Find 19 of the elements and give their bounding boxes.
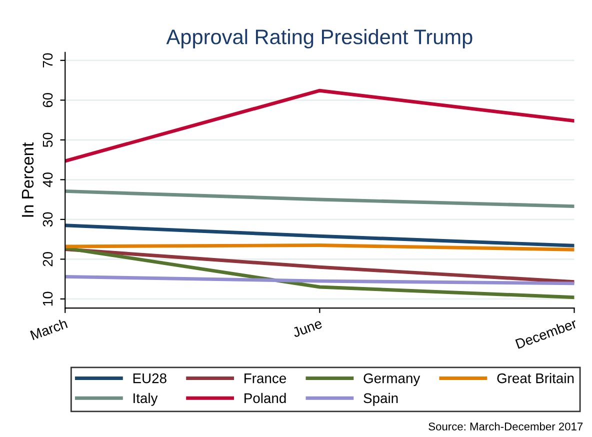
y-tick-label: 20 <box>42 252 53 266</box>
legend-label: Spain <box>364 392 398 406</box>
legend-label: France <box>244 374 286 384</box>
y-tick-label: 50 <box>42 132 53 148</box>
chart-title: Approval Rating President Trump <box>166 29 472 48</box>
y-tick-label: 10 <box>42 292 53 306</box>
legend-label: Great Britain <box>497 373 574 384</box>
y-tick-label: 70 <box>42 53 53 68</box>
source-note: Source: March-December 2017 <box>428 422 583 430</box>
legend-label: Germany <box>364 373 420 386</box>
y-tick-label: 40 <box>42 172 53 188</box>
y-tick-label: 30 <box>42 212 53 227</box>
legend-label: Poland <box>244 392 286 404</box>
legend-label: EU28 <box>133 373 166 384</box>
x-tick-label: March <box>30 318 68 340</box>
y-tick-label: 60 <box>42 92 53 108</box>
y-axis-title: In Percent <box>22 142 34 217</box>
legend-label: Italy <box>134 392 158 406</box>
x-tick-label: June <box>292 318 323 338</box>
